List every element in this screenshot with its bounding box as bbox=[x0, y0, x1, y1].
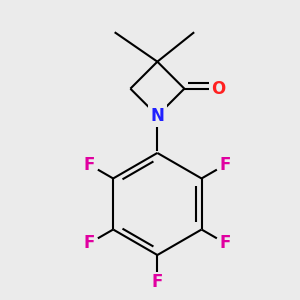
Text: F: F bbox=[220, 156, 231, 174]
Text: F: F bbox=[84, 234, 95, 252]
Text: F: F bbox=[152, 274, 163, 292]
Text: O: O bbox=[212, 80, 226, 98]
Text: N: N bbox=[150, 106, 164, 124]
Text: F: F bbox=[84, 156, 95, 174]
Text: F: F bbox=[220, 234, 231, 252]
